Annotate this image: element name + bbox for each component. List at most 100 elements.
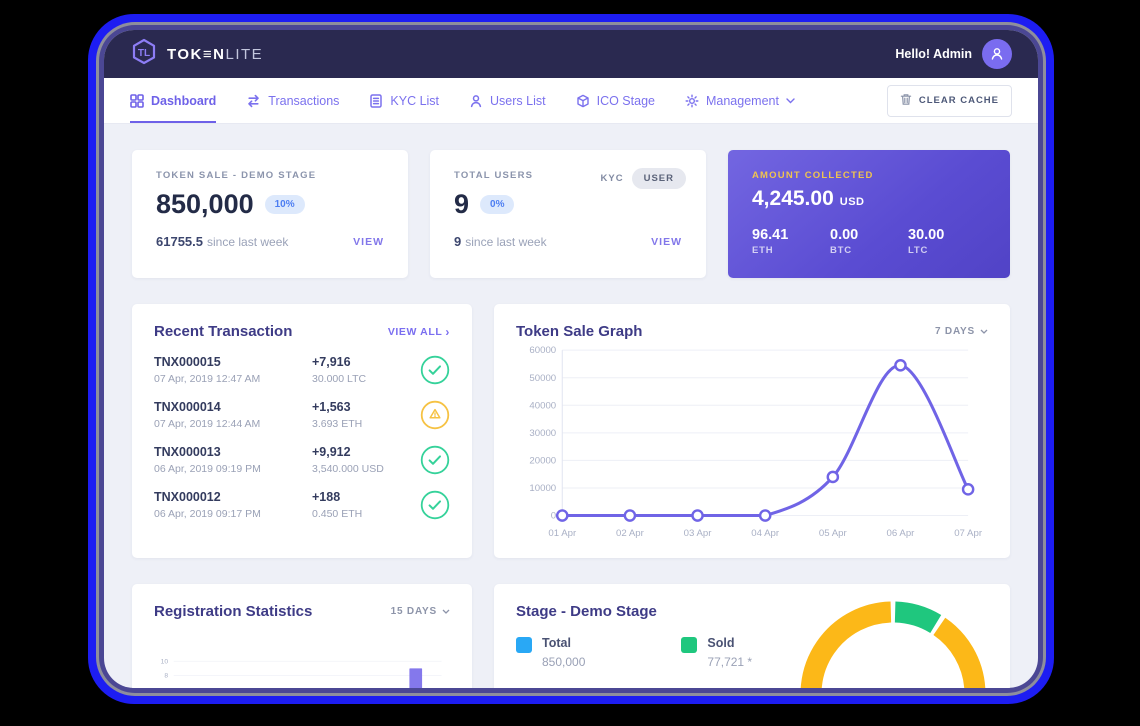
cube-icon — [576, 94, 590, 108]
svg-text:04 Apr: 04 Apr — [751, 528, 780, 539]
user-icon — [469, 94, 483, 108]
svg-text:06 Apr: 06 Apr — [887, 528, 916, 539]
tokenlite-hex-logo-icon: TL — [130, 38, 158, 71]
tab-transactions[interactable]: Transactions — [246, 78, 339, 123]
stage-title: Stage - Demo Stage — [516, 603, 657, 620]
sold-swatch — [681, 637, 698, 653]
token-sale-value: 850,000 — [156, 189, 254, 219]
clear-cache-button[interactable]: CLEAR CACHE — [886, 84, 1012, 117]
amount-collected-currency: USD — [839, 196, 865, 208]
success-check-icon — [416, 355, 450, 385]
device-frame: TL TOK≡NLITE Hello! Admin — [88, 14, 1054, 704]
ltc-amount: 30.00 LTC — [908, 227, 945, 256]
svg-text:07 Apr: 07 Apr — [954, 528, 983, 539]
svg-text:0: 0 — [551, 511, 556, 522]
eth-amount: 96.41 ETH — [752, 227, 789, 256]
total-swatch — [516, 637, 532, 653]
brand-name: TOK≡NLITE — [167, 45, 264, 63]
tab-users-list[interactable]: Users List — [469, 78, 546, 123]
total-users-percent-badge: 0% — [480, 195, 515, 214]
svg-text:TL: TL — [138, 48, 150, 59]
amount-collected-value: 4,245.00 — [752, 187, 834, 210]
registration-statistics-title: Registration Statistics — [154, 603, 313, 620]
gear-icon — [685, 94, 699, 108]
tab-kyc-list[interactable]: KYC List — [369, 78, 439, 123]
graph-range-dropdown[interactable]: 7 DAYS — [935, 326, 988, 337]
svg-text:8: 8 — [164, 672, 168, 679]
registration-range-dropdown[interactable]: 15 DAYS — [391, 606, 450, 617]
tab-label: Management — [705, 93, 779, 108]
svg-text:50000: 50000 — [529, 373, 556, 384]
svg-text:01 Apr: 01 Apr — [548, 528, 577, 539]
success-check-icon — [416, 445, 450, 475]
total-users-delta-value: 9 — [454, 234, 462, 249]
greeting-text: Hello! Admin — [895, 47, 972, 61]
user-avatar[interactable] — [982, 39, 1012, 69]
chevron-down-icon — [442, 606, 450, 617]
tab-ico-stage[interactable]: ICO Stage — [576, 78, 655, 123]
tab-dashboard[interactable]: Dashboard — [130, 78, 217, 123]
user-toggle-option[interactable]: USER — [631, 168, 686, 189]
clear-cache-label: CLEAR CACHE — [918, 95, 999, 106]
token-sale-label: TOKEN SALE - DEMO STAGE — [156, 170, 317, 181]
btc-amount: 0.00 BTC — [830, 227, 859, 256]
svg-text:30000: 30000 — [529, 428, 556, 439]
token-sale-percent-badge: 10% — [264, 195, 305, 214]
tab-label: KYC List — [390, 93, 440, 108]
total-users-value: 9 — [454, 189, 470, 219]
registration-statistics-card: Registration Statistics 15 DAYS 10 8 — [132, 584, 472, 688]
transaction-row[interactable]: TNX000015 07 Apr, 2019 12:47 AM +7,916 30.… — [154, 355, 450, 385]
svg-text:03 Apr: 03 Apr — [684, 528, 713, 539]
token-sale-line-chart: 0 10000 20000 30000 40000 50000 60000 01 Apr 02 … — [529, 345, 983, 539]
total-users-label: TOTAL USERS — [454, 170, 534, 181]
topbar: TL TOK≡NLITE Hello! Admin — [104, 30, 1038, 78]
token-sale-view-link[interactable]: VIEW — [353, 235, 384, 248]
tab-label: ICO Stage — [596, 93, 655, 108]
stage-legend: Total 850,000 Sold 77,721 * — [516, 636, 988, 669]
token-sale-graph-card: Token Sale Graph 7 DAYS 0 10000 20000 30000… — [494, 304, 1010, 558]
chevron-down-icon — [980, 326, 988, 337]
tab-label: Transactions — [268, 93, 340, 108]
trash-icon — [900, 93, 912, 109]
tab-label: Dashboard — [151, 93, 217, 108]
chevron-right-icon: › — [445, 324, 450, 339]
success-check-icon — [416, 490, 450, 520]
token-sale-delta-label: since last week — [207, 235, 289, 249]
kyc-toggle-option[interactable]: KYC — [600, 173, 624, 184]
amount-collected-card: AMOUNT COLLECTED 4,245.00 USD 96.41 ETH … — [728, 150, 1010, 278]
dashboard-content: TOKEN SALE - DEMO STAGE 850,000 10% 6175… — [104, 124, 1038, 688]
amount-collected-label: AMOUNT COLLECTED — [752, 170, 874, 181]
app-window: TL TOK≡NLITE Hello! Admin — [104, 30, 1038, 688]
svg-text:20000: 20000 — [529, 455, 556, 466]
users-kyc-toggle: KYC USER — [601, 168, 686, 189]
token-sale-card: TOKEN SALE - DEMO STAGE 850,000 10% 6175… — [132, 150, 408, 278]
total-users-card: TOTAL USERS KYC USER 9 0% 9 since last we… — [430, 150, 706, 278]
legend-sold: Sold 77,721 * — [681, 636, 752, 669]
registration-bar-chart: 10 8 — [161, 658, 442, 688]
view-all-link[interactable]: VIEW ALL › — [387, 324, 450, 339]
total-users-delta-label: since last week — [465, 235, 547, 249]
chevron-down-icon — [786, 97, 795, 104]
stage-donut-chart — [798, 594, 988, 688]
recent-transactions-card: Recent Transaction VIEW ALL › TNX000015 07… — [132, 304, 472, 558]
brand-logo[interactable]: TL TOK≡NLITE — [130, 38, 263, 71]
list-document-icon — [369, 93, 383, 108]
svg-text:05 Apr: 05 Apr — [819, 528, 848, 539]
svg-text:10000: 10000 — [529, 483, 556, 494]
svg-text:40000: 40000 — [529, 400, 556, 411]
tab-management[interactable]: Management — [685, 78, 795, 123]
transaction-row[interactable]: TNX000014 07 Apr, 2019 12:44 AM +1,563 3.6… — [154, 400, 450, 430]
warning-icon — [416, 400, 450, 430]
recent-transactions-title: Recent Transaction — [154, 323, 293, 340]
svg-text:60000: 60000 — [529, 345, 556, 356]
swap-arrows-icon — [246, 94, 261, 108]
stage-donut-svg — [800, 601, 986, 688]
token-sale-delta-value: 61755.5 — [156, 234, 203, 249]
svg-text:02 Apr: 02 Apr — [616, 528, 645, 539]
svg-text:10: 10 — [161, 658, 169, 665]
grid-icon — [130, 93, 144, 108]
main-nav: Dashboard Transactions KYC List — [104, 78, 1038, 124]
transaction-row[interactable]: TNX000013 06 Apr, 2019 09:19 PM +9,912 3,5… — [154, 445, 450, 475]
transaction-row[interactable]: TNX000012 06 Apr, 2019 09:17 PM +188 0.450… — [154, 490, 450, 520]
total-users-view-link[interactable]: VIEW — [651, 235, 682, 248]
